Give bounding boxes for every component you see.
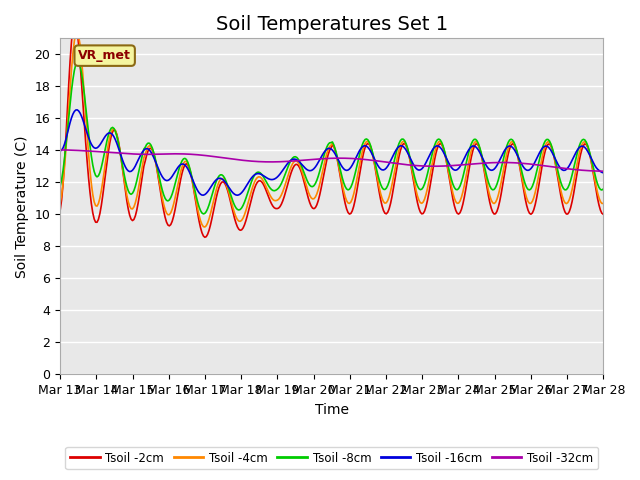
Tsoil -8cm <box>527 186 535 192</box>
Tsoil -8cm <box>446 172 454 178</box>
Tsoil -2cm <box>70 19 78 24</box>
Text: VR_met: VR_met <box>78 49 131 62</box>
Tsoil -16cm <box>93 145 101 151</box>
Tsoil -32cm <box>600 168 607 174</box>
Tsoil -32cm <box>75 147 83 153</box>
Line: Tsoil -16cm: Tsoil -16cm <box>60 110 604 195</box>
Line: Tsoil -4cm: Tsoil -4cm <box>60 32 604 227</box>
Tsoil -8cm <box>93 174 101 180</box>
Tsoil -32cm <box>335 156 343 161</box>
Tsoil -2cm <box>446 180 454 186</box>
Tsoil -16cm <box>527 166 535 171</box>
Tsoil -32cm <box>92 149 99 155</box>
Tsoil -8cm <box>74 59 81 65</box>
Tsoil -4cm <box>446 177 454 183</box>
Tsoil -4cm <box>598 201 605 206</box>
Tsoil -32cm <box>56 147 64 153</box>
Tsoil -16cm <box>76 110 84 116</box>
Tsoil -32cm <box>524 161 532 167</box>
Tsoil -16cm <box>600 170 607 176</box>
Tsoil -32cm <box>595 168 603 174</box>
Line: Tsoil -8cm: Tsoil -8cm <box>60 62 604 214</box>
Tsoil -4cm <box>527 201 535 206</box>
Tsoil -8cm <box>56 184 64 190</box>
Tsoil -4cm <box>600 201 607 206</box>
Tsoil -4cm <box>56 200 64 206</box>
Tsoil -32cm <box>444 163 451 169</box>
Tsoil -2cm <box>56 207 64 213</box>
Tsoil -4cm <box>201 224 209 230</box>
Tsoil -4cm <box>74 29 81 35</box>
Tsoil -2cm <box>600 211 607 217</box>
Legend: Tsoil -2cm, Tsoil -4cm, Tsoil -8cm, Tsoil -16cm, Tsoil -32cm: Tsoil -2cm, Tsoil -4cm, Tsoil -8cm, Tsoi… <box>65 447 598 469</box>
Line: Tsoil -32cm: Tsoil -32cm <box>60 150 604 171</box>
Line: Tsoil -2cm: Tsoil -2cm <box>60 22 604 237</box>
Tsoil -16cm <box>74 107 81 113</box>
Tsoil -8cm <box>600 186 607 192</box>
Tsoil -4cm <box>339 182 346 188</box>
Tsoil -2cm <box>598 210 605 216</box>
Tsoil -16cm <box>446 163 454 168</box>
Y-axis label: Soil Temperature (C): Soil Temperature (C) <box>15 135 29 277</box>
Tsoil -16cm <box>339 164 346 170</box>
Tsoil -2cm <box>76 59 84 64</box>
Tsoil -16cm <box>234 192 241 198</box>
Tsoil -8cm <box>76 63 84 69</box>
Title: Soil Temperatures Set 1: Soil Temperatures Set 1 <box>216 15 448 34</box>
Tsoil -8cm <box>200 211 207 217</box>
Tsoil -16cm <box>598 169 605 175</box>
Tsoil -2cm <box>201 234 209 240</box>
Tsoil -4cm <box>93 203 101 209</box>
Tsoil -2cm <box>339 186 346 192</box>
Tsoil -16cm <box>56 148 64 154</box>
Tsoil -4cm <box>76 42 84 48</box>
X-axis label: Time: Time <box>315 403 349 417</box>
Tsoil -8cm <box>339 175 346 181</box>
Tsoil -8cm <box>598 187 605 193</box>
Tsoil -2cm <box>527 211 535 217</box>
Tsoil -2cm <box>93 219 101 225</box>
